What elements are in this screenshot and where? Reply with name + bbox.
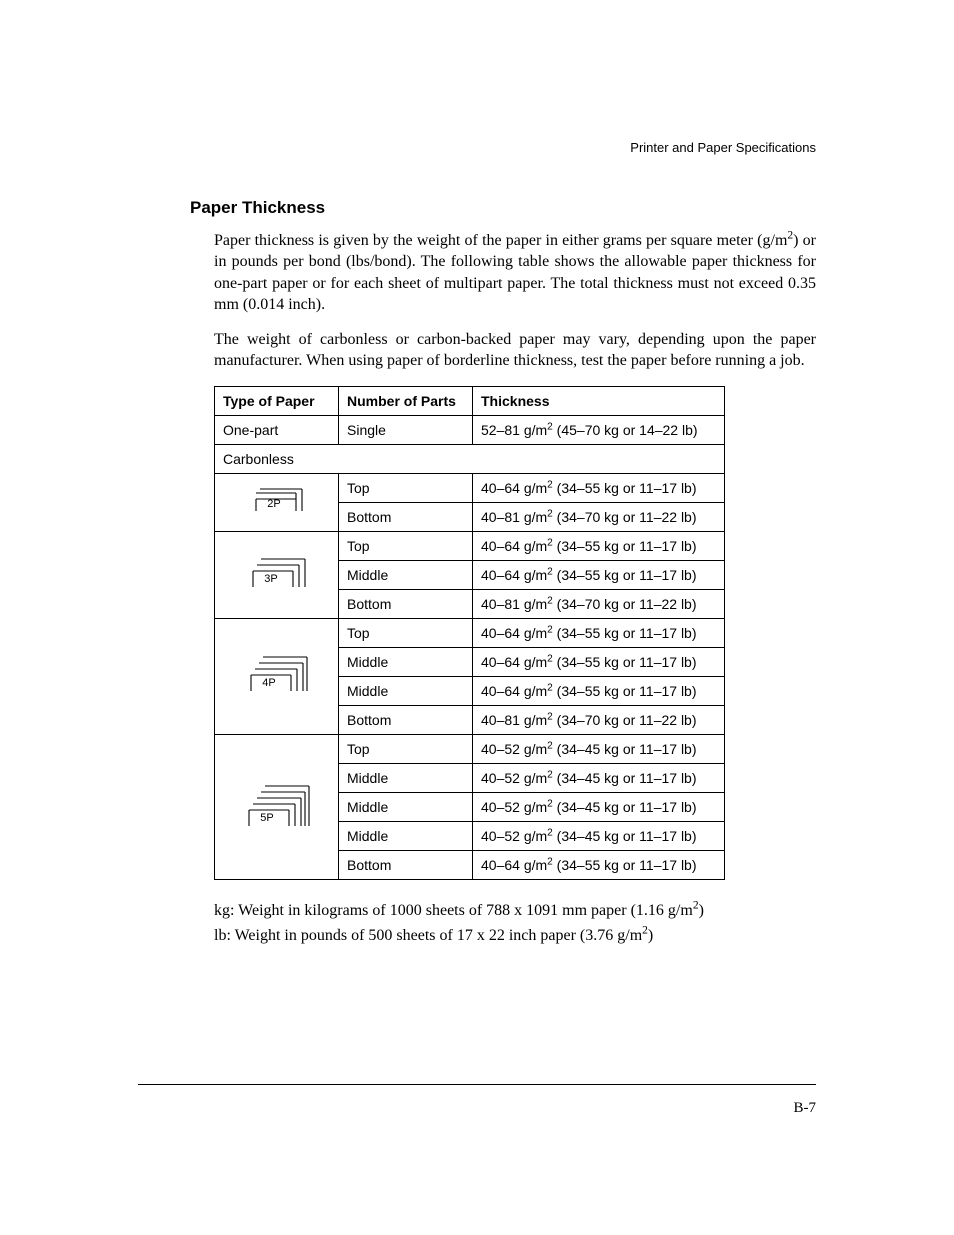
cell-thick: 40–52 g/m2 (34–45 kg or 11–17 lb) (473, 792, 725, 821)
label-4p: 4P (262, 677, 275, 689)
cell-5p-icon: 5P (215, 734, 339, 879)
cell-part: Middle (339, 763, 473, 792)
cell-thick: 40–81 g/m2 (34–70 kg or 11–22 lb) (473, 589, 725, 618)
row-5p-top: 5P Top 40–52 g/m2 (34–45 kg or 11–17 lb) (215, 734, 725, 763)
cell-part: Middle (339, 792, 473, 821)
paper-stack-5p-icon: 5P (237, 782, 317, 832)
cell-part: Bottom (339, 502, 473, 531)
cell-onepart-parts: Single (339, 415, 473, 444)
cell-carbonless: Carbonless (215, 444, 725, 473)
row-4p-top: 4P Top 40–64 g/m2 (34–55 kg or 11–17 lb) (215, 618, 725, 647)
row-carbonless: Carbonless (215, 444, 725, 473)
footnotes: kg: Weight in kilograms of 1000 sheets o… (214, 898, 816, 949)
running-header: Printer and Paper Specifications (630, 140, 816, 155)
cell-thick: 40–81 g/m2 (34–70 kg or 11–22 lb) (473, 705, 725, 734)
cell-part: Middle (339, 560, 473, 589)
cell-3p-icon: 3P (215, 531, 339, 618)
th-type: Type of Paper (215, 386, 339, 415)
row-onepart: One-part Single 52–81 g/m2 (45–70 kg or … (215, 415, 725, 444)
cell-part: Top (339, 531, 473, 560)
cell-part: Bottom (339, 850, 473, 879)
cell-part: Middle (339, 647, 473, 676)
paragraph-2: The weight of carbonless or carbon-backe… (214, 329, 816, 372)
label-5p: 5P (260, 812, 273, 824)
section-title: Paper Thickness (190, 198, 816, 218)
page-number: B-7 (794, 1100, 817, 1117)
para1-text-pre: Paper thickness is given by the weight o… (214, 232, 787, 249)
cell-2p-icon: 2P (215, 473, 339, 531)
cell-thick: 40–52 g/m2 (34–45 kg or 11–17 lb) (473, 734, 725, 763)
cell-part: Top (339, 473, 473, 502)
label-3p: 3P (264, 573, 277, 585)
cell-part: Top (339, 618, 473, 647)
cell-thick: 40–64 g/m2 (34–55 kg or 11–17 lb) (473, 531, 725, 560)
cell-part: Bottom (339, 589, 473, 618)
paragraph-1: Paper thickness is given by the weight o… (214, 230, 816, 315)
th-thick: Thickness (473, 386, 725, 415)
footer-rule (138, 1084, 816, 1085)
cell-thick: 40–64 g/m2 (34–55 kg or 11–17 lb) (473, 473, 725, 502)
cell-4p-icon: 4P (215, 618, 339, 734)
cell-thick: 40–64 g/m2 (34–55 kg or 11–17 lb) (473, 560, 725, 589)
cell-part: Top (339, 734, 473, 763)
cell-thick: 40–64 g/m2 (34–55 kg or 11–17 lb) (473, 676, 725, 705)
cell-thick: 40–64 g/m2 (34–55 kg or 11–17 lb) (473, 647, 725, 676)
cell-onepart-thick: 52–81 g/m2 (45–70 kg or 14–22 lb) (473, 415, 725, 444)
cell-part: Middle (339, 676, 473, 705)
thickness-table: Type of Paper Number of Parts Thickness … (214, 386, 725, 880)
th-parts: Number of Parts (339, 386, 473, 415)
cell-thick: 40–64 g/m2 (34–55 kg or 11–17 lb) (473, 850, 725, 879)
cell-thick: 40–52 g/m2 (34–45 kg or 11–17 lb) (473, 763, 725, 792)
cell-onepart-label: One-part (215, 415, 339, 444)
cell-thick: 40–52 g/m2 (34–45 kg or 11–17 lb) (473, 821, 725, 850)
cell-part: Bottom (339, 705, 473, 734)
cell-thick: 40–81 g/m2 (34–70 kg or 11–22 lb) (473, 502, 725, 531)
footnote-kg: kg: Weight in kilograms of 1000 sheets o… (214, 898, 816, 924)
paper-stack-3p-icon: 3P (241, 555, 313, 595)
cell-part: Middle (339, 821, 473, 850)
row-3p-top: 3P Top 40–64 g/m2 (34–55 kg or 11–17 lb) (215, 531, 725, 560)
page: Printer and Paper Specifications Paper T… (0, 0, 954, 1235)
cell-thick: 40–64 g/m2 (34–55 kg or 11–17 lb) (473, 618, 725, 647)
paper-stack-2p-icon: 2P (242, 485, 312, 519)
paper-stack-4p-icon: 4P (239, 653, 315, 699)
footnote-lb: lb: Weight in pounds of 500 sheets of 17… (214, 923, 816, 949)
label-2p: 2P (267, 498, 280, 510)
row-2p-top: 2P Top 40–64 g/m2 (34–55 kg or 11–17 lb) (215, 473, 725, 502)
table-header-row: Type of Paper Number of Parts Thickness (215, 386, 725, 415)
